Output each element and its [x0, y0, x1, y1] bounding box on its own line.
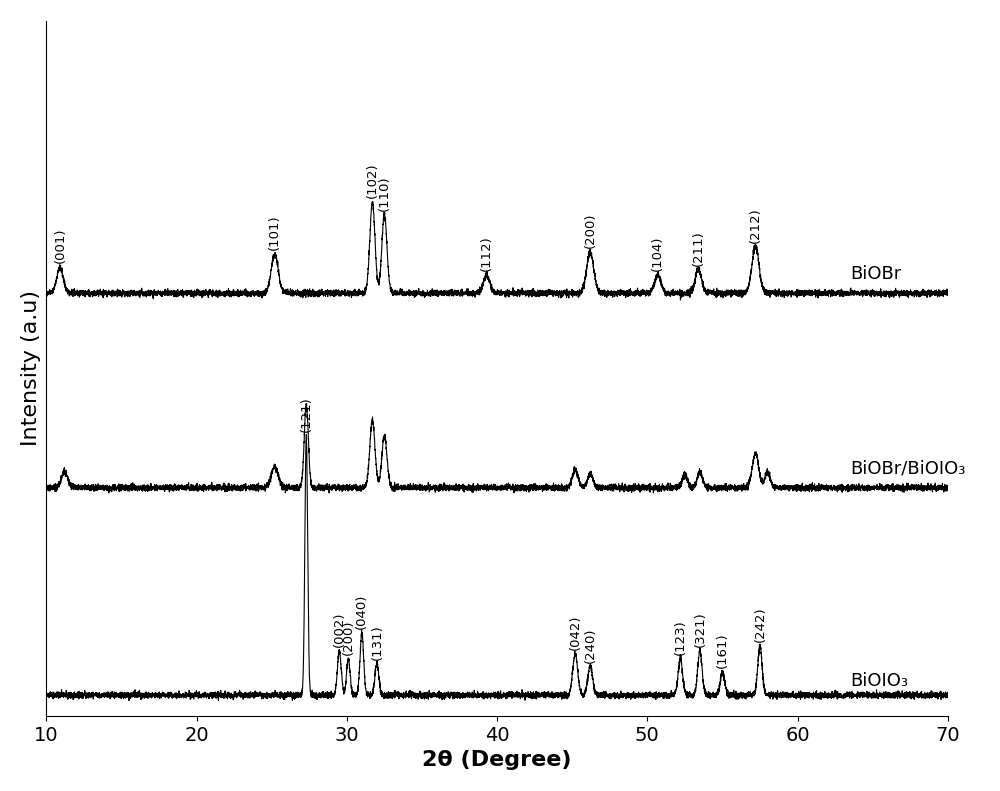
Text: (200): (200)	[342, 619, 355, 655]
Text: (131): (131)	[370, 624, 383, 660]
Text: (212): (212)	[749, 206, 762, 243]
Text: (242): (242)	[753, 607, 766, 642]
Text: (240): (240)	[584, 627, 597, 663]
Text: (040): (040)	[355, 593, 368, 629]
Text: (042): (042)	[569, 615, 582, 649]
Text: (121): (121)	[300, 396, 313, 432]
Text: (102): (102)	[366, 163, 379, 199]
Text: (321): (321)	[693, 611, 706, 647]
Text: (112): (112)	[480, 236, 493, 271]
Text: (110): (110)	[378, 176, 391, 211]
X-axis label: 2θ (Degree): 2θ (Degree)	[422, 750, 572, 770]
Text: (002): (002)	[333, 611, 346, 647]
Text: (211): (211)	[692, 230, 705, 266]
Text: (161): (161)	[716, 632, 729, 668]
Text: (104): (104)	[651, 236, 664, 271]
Text: (200): (200)	[584, 212, 597, 248]
Text: BiOBr: BiOBr	[850, 265, 901, 282]
Y-axis label: Intensity (a.u): Intensity (a.u)	[21, 290, 41, 446]
Text: BiOBr/BiOIO₃: BiOBr/BiOIO₃	[850, 460, 965, 477]
Text: BiOIO₃: BiOIO₃	[850, 672, 908, 690]
Text: (123): (123)	[674, 619, 687, 655]
Text: (001): (001)	[53, 228, 66, 263]
Text: (101): (101)	[268, 214, 281, 251]
